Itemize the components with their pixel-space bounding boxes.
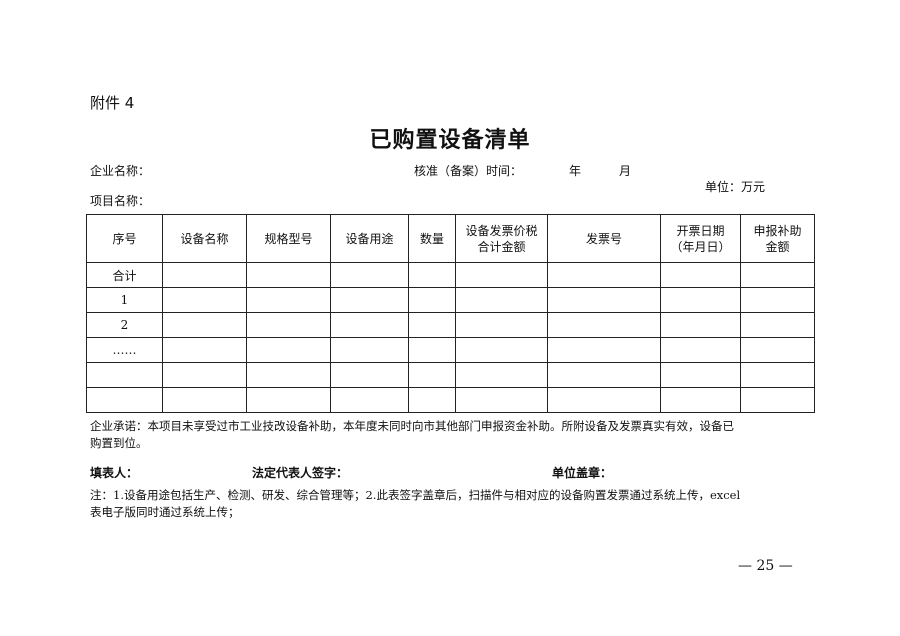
table-cell (162, 387, 247, 413)
table-cell (660, 287, 741, 313)
table-cell (408, 337, 456, 363)
table-cell (547, 387, 661, 413)
page-title: 已购置设备清单 (369, 127, 531, 153)
table-cell (740, 312, 815, 338)
column-header: 数量 (408, 214, 456, 263)
table-cell (408, 262, 456, 288)
table-cell (246, 362, 331, 388)
table-row (86, 362, 815, 388)
filler-label: 填表人： (90, 466, 139, 480)
page-number: — 25 — (738, 558, 793, 574)
table-cell (162, 312, 247, 338)
company-name-label: 企业名称： (90, 164, 151, 178)
table-cell (547, 312, 661, 338)
table-cell (162, 337, 247, 363)
column-header: 序号 (86, 214, 163, 263)
table-cell (246, 312, 331, 338)
seal-label: 单位盖章： (552, 466, 613, 480)
table-cell (547, 262, 661, 288)
table-cell (330, 287, 409, 313)
commitment-text-cont: 购置到位。 (90, 436, 148, 450)
table-row: 合计 (86, 262, 815, 288)
attachment-label: 附件 4 (90, 94, 135, 112)
table-cell (740, 262, 815, 288)
column-header: 设备发票价税 合计金额 (455, 214, 548, 263)
column-header: 申报补助 金额 (740, 214, 815, 263)
table-cell: 1 (86, 287, 163, 313)
table-row: 1 (86, 287, 815, 313)
table-cell (86, 387, 163, 413)
table-cell (740, 387, 815, 413)
legal-rep-label: 法定代表人签字： (252, 466, 349, 480)
table-row: …… (86, 337, 815, 363)
table-cell (408, 312, 456, 338)
table-cell (455, 287, 548, 313)
table-cell (740, 337, 815, 363)
column-header: 设备名称 (162, 214, 247, 263)
month-label: 月 (619, 164, 632, 178)
table-cell (330, 387, 409, 413)
table-cell (455, 337, 548, 363)
table-cell (660, 337, 741, 363)
table-cell (455, 312, 548, 338)
table-cell (660, 312, 741, 338)
column-header: 规格型号 (246, 214, 331, 263)
table-cell: 合计 (86, 262, 163, 288)
table-cell (455, 262, 548, 288)
year-label: 年 (569, 164, 582, 178)
table-cell (246, 337, 331, 363)
table-row: 2 (86, 312, 815, 338)
table-cell (246, 262, 331, 288)
approval-time-label: 核准（备案）时间： (414, 164, 523, 178)
table-cell (660, 262, 741, 288)
table-cell: 2 (86, 312, 163, 338)
table-cell (547, 362, 661, 388)
unit-label: 单位：万元 (705, 180, 766, 194)
note-text-cont: 表电子版同时通过系统上传； (90, 505, 240, 519)
note-text: 注：1.设备用途包括生产、检测、研发、综合管理等；2.此表签字盖章后，扫描件与相… (90, 488, 741, 502)
equipment-table: 序号 设备名称 规格型号 设备用途 数量 设备发票价税 合计金额 发票号 开票日期 （年月日）… (86, 214, 815, 413)
table-cell (455, 387, 548, 413)
table-row (86, 387, 815, 413)
column-header: 设备用途 (330, 214, 409, 263)
table-cell (455, 362, 548, 388)
table-cell (162, 362, 247, 388)
table-cell (660, 362, 741, 388)
table-cell (408, 387, 456, 413)
table-cell (408, 287, 456, 313)
table-cell (246, 287, 331, 313)
table-cell (330, 262, 409, 288)
table-cell (246, 387, 331, 413)
project-name-label: 项目名称： (90, 194, 151, 208)
table-cell (547, 337, 661, 363)
table-cell: …… (86, 337, 163, 363)
table-cell (330, 312, 409, 338)
table-cell (740, 362, 815, 388)
table-cell (740, 287, 815, 313)
commitment-text: 企业承诺：本项目未享受过市工业技改设备补助，本年度未同时向市其他部门申报资金补助… (90, 419, 734, 433)
table-cell (162, 262, 247, 288)
table-cell (330, 362, 409, 388)
table-cell (86, 362, 163, 388)
table-cell (330, 337, 409, 363)
table-cell (660, 387, 741, 413)
table-cell (408, 362, 456, 388)
column-header: 发票号 (547, 214, 661, 263)
table-cell (547, 287, 661, 313)
column-header: 开票日期 （年月日） (660, 214, 741, 263)
table-cell (162, 287, 247, 313)
